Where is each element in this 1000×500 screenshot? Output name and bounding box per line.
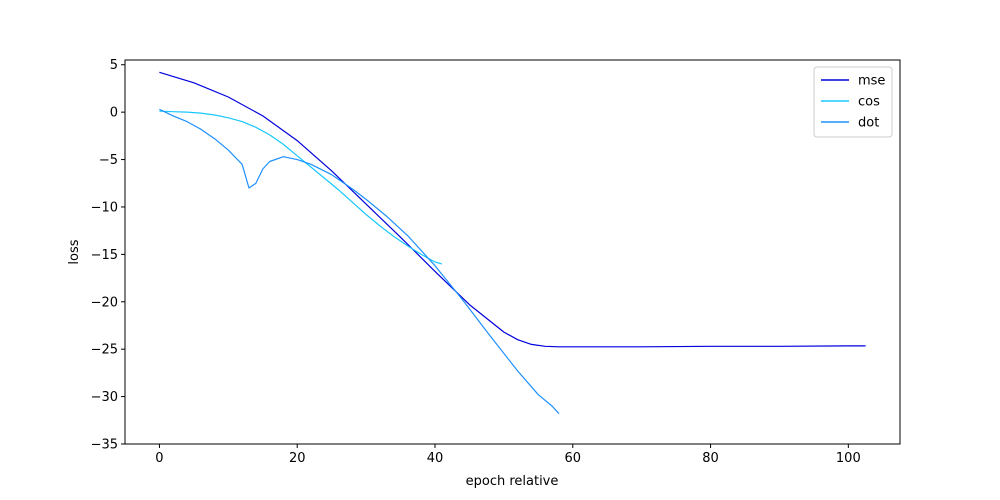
series-line-dot	[159, 108, 560, 415]
x-tick-label: 80	[702, 451, 719, 466]
plot-area	[125, 60, 900, 444]
x-tick-label: 60	[565, 451, 582, 466]
y-axis-label: loss	[67, 239, 82, 264]
legend: mse cos dot	[813, 66, 893, 138]
y-tick-label: −20	[91, 295, 118, 310]
y-tick-label: 0	[110, 106, 118, 121]
legend-label-cos: cos	[858, 95, 880, 110]
y-tick-label: 5	[110, 58, 118, 73]
y-tick-label: −5	[99, 153, 118, 168]
x-tick-label: 40	[427, 451, 444, 466]
x-axis: 0 20 40 60 80 100	[155, 444, 861, 466]
x-axis-label: epoch relative	[466, 474, 559, 489]
y-tick-label: −15	[91, 248, 118, 263]
y-tick-label: −30	[91, 390, 118, 405]
y-axis: 5 0 −5 −10 −15 −20 −25 −30 −35	[91, 58, 125, 453]
x-tick-label: 100	[836, 451, 861, 466]
legend-box	[813, 66, 893, 138]
x-tick-label: 0	[155, 451, 163, 466]
legend-label-mse: mse	[858, 74, 885, 89]
y-tick-label: −35	[91, 438, 118, 453]
series-layer	[159, 71, 866, 415]
plot-frame	[124, 59, 901, 445]
x-tick-label: 20	[289, 451, 306, 466]
y-tick-label: −10	[91, 200, 118, 215]
series-line-mse	[159, 71, 866, 348]
legend-label-dot: dot	[858, 116, 879, 131]
y-tick-label: −25	[91, 343, 118, 358]
